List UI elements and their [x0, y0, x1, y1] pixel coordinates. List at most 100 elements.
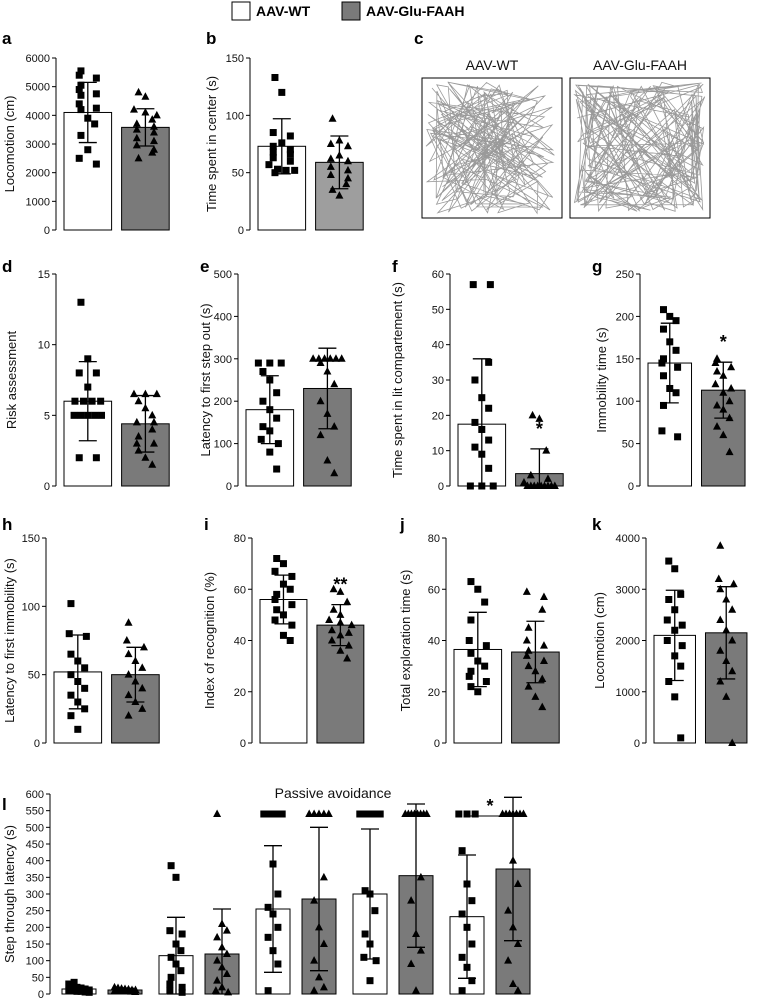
panel-f-point-0-2 [485, 358, 493, 366]
panel-h-point-1-10 [131, 697, 140, 705]
track-path-1 [573, 81, 706, 213]
panel-j-ytick-label-2: 40 [428, 636, 440, 648]
panel-h-point-0-8 [81, 684, 89, 692]
panel-l-g4-point-0-3 [458, 847, 466, 855]
panel-l-g1-point-1-11 [211, 986, 220, 994]
panel-d-letter: d [2, 257, 12, 276]
panel-h-point-1-6 [124, 670, 133, 678]
panel-k-ytick-label-0: 0 [634, 738, 640, 750]
panel-e-point-0-12 [274, 440, 282, 448]
panel-l-letter: l [2, 795, 7, 814]
panel-e-point-0-6 [259, 397, 267, 405]
panel-b-point-0-4 [278, 139, 286, 147]
panel-f-point-1-5 [519, 477, 528, 486]
panel-d: d 0 5 10 15 Risk assessment [2, 257, 170, 493]
panel-g-point-0-0 [659, 306, 667, 314]
panel-l-g4-point-1-6 [519, 809, 528, 817]
panel-d-point-1-13 [141, 453, 150, 461]
panel-l-g0-point-0-2 [69, 982, 77, 990]
panel-b-point-1-11 [342, 179, 351, 188]
panel-f-ytick-label-5: 50 [432, 304, 444, 316]
panel-l-ytick-label-2: 100 [26, 956, 44, 968]
panel-i-point-0-2 [271, 567, 279, 575]
panel-j-point-1-7 [522, 651, 531, 659]
panel-j-point-1-14 [538, 702, 547, 711]
panel-l-g0-point-0-9 [73, 987, 81, 995]
panel-i-point-0-8 [288, 601, 296, 609]
panel-l-g1-point-1-0 [213, 809, 222, 817]
panel-e-point-1-6 [316, 358, 325, 367]
panel-l-ytick-label-1: 50 [32, 972, 44, 984]
panel-k: k 0 1000 2000 3000 4000 Locomotion (cm) [592, 515, 748, 750]
panel-l-g2-point-0-4 [269, 860, 277, 868]
panel-d-point-1-11 [149, 439, 158, 447]
panel-b-point-1-7 [326, 162, 335, 170]
panel-k-point-1-13 [722, 692, 731, 700]
panel-g-point-0-6 [659, 355, 667, 363]
panel-l-g3-point-0-12 [372, 957, 380, 965]
panel-l-ytick-label-5: 250 [26, 906, 44, 918]
panel-j-point-1-11 [538, 674, 547, 682]
panel-i-ytick-label-2: 40 [234, 636, 246, 648]
panel-f-point-1-1 [535, 414, 544, 422]
panel-j-letter: j [399, 515, 405, 534]
legend-label-1: AAV-Glu-FAAH [366, 3, 465, 19]
panel-g-point-1-12 [713, 422, 722, 430]
panel-l-g1-point-1-5 [222, 949, 231, 957]
panel-a-point-1-1 [141, 92, 150, 100]
panel-b-point-1-0 [328, 114, 337, 122]
panel-d-point-1-7 [149, 417, 158, 426]
panel-l-g3-point-0-3 [368, 810, 376, 818]
panel-g-point-1-7 [719, 388, 728, 396]
panel-l-g4-point-1-7 [509, 856, 517, 864]
panel-b-point-1-2 [326, 139, 335, 147]
panel-f-point-0-8 [485, 436, 493, 444]
panel-k-point-0-2 [677, 590, 685, 598]
panel-e-point-0-9 [259, 423, 267, 431]
panel-h-point-0-13 [74, 725, 82, 733]
panel-i-ytick-label-1: 20 [234, 687, 246, 699]
panel-e-ytick-label-5: 500 [214, 269, 232, 281]
panel-b-point-1-13 [335, 191, 344, 199]
panel-b-point-0-15 [271, 169, 279, 177]
panel-h-ytick-label-3: 150 [22, 533, 40, 545]
panel-a-letter: a [2, 29, 12, 48]
panel-l-g4-point-0-5 [468, 897, 476, 905]
panel-a-point-1-14 [148, 148, 157, 156]
panel-h-point-0-1 [65, 630, 73, 638]
panel-e-point-1-7 [323, 367, 332, 375]
panel-h-point-1-1 [122, 636, 131, 644]
panel-a-point-0-6 [77, 91, 85, 99]
track-label-1: AAV-Glu-FAAH [593, 57, 687, 73]
panel-h-ytick-label-0: 0 [34, 738, 40, 750]
panel-l-g2-point-1-12 [310, 986, 319, 994]
panel-l-g1-point-1-8 [222, 969, 231, 977]
panel-l-g2-point-0-0 [260, 810, 268, 818]
panel-a-point-0-15 [92, 160, 100, 168]
panel-l-g4-point-1-8 [513, 879, 522, 887]
panel-g-ytick-label-1: 50 [622, 439, 634, 451]
panel-b-point-0-2 [269, 129, 277, 137]
panel-h-point-1-7 [131, 677, 140, 685]
panel-d-point-1-4 [141, 403, 150, 412]
panel-k-point-0-6 [678, 621, 686, 629]
panel-j-point-0-8 [481, 662, 489, 670]
panel-d-point-1-14 [148, 460, 157, 468]
panel-l-ytick-label-6: 300 [26, 889, 44, 901]
panel-b-point-0-10 [286, 157, 294, 165]
panel-l-g1-point-0-12 [166, 987, 174, 995]
panel-e-point-0-1 [266, 359, 274, 367]
panel-j-point-0-6 [467, 649, 475, 657]
panel-g-ytick-label-5: 250 [616, 269, 634, 281]
panel-l-g1-point-0-7 [172, 960, 180, 968]
panel-l-g2-point-0-10 [269, 947, 277, 955]
panel-k-point-0-4 [671, 606, 679, 614]
panel-f-ytick-label-0: 0 [438, 481, 444, 493]
panel-d-point-0-14 [75, 454, 83, 462]
panel-a-point-1-12 [132, 140, 141, 149]
panel-l-g2-point-1-7 [315, 922, 323, 931]
panel-f-ylabel: Time spent in lit compartement (s) [390, 282, 405, 478]
panel-j-point-0-7 [474, 657, 482, 665]
